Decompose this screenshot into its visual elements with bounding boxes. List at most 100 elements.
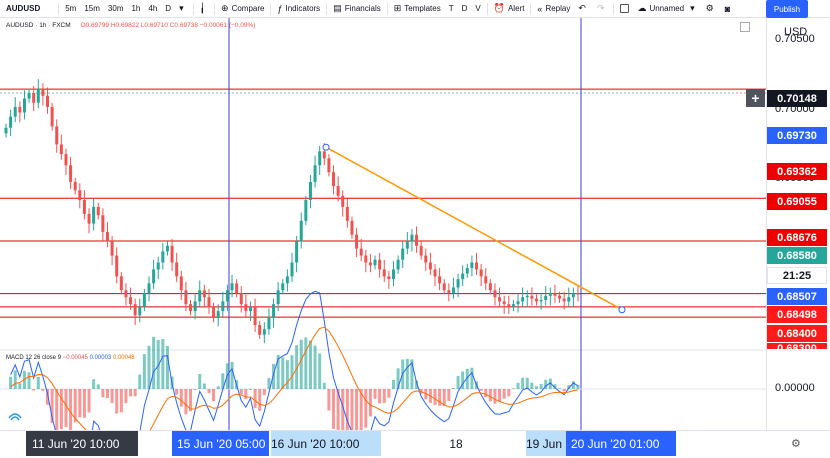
- macd-histogram-bar: [336, 389, 340, 436]
- candle-body: [507, 304, 511, 307]
- templates-icon: ⊞: [393, 3, 402, 13]
- macd-histogram-bar: [59, 389, 63, 430]
- candle-body: [424, 255, 428, 263]
- timeframe-d[interactable]: D: [165, 4, 172, 13]
- macd-legend: MACD 12 26 close 9 −0.00045 0.00003 0.00…: [6, 355, 135, 361]
- candle-body: [124, 290, 128, 298]
- financials-button[interactable]: ▤ Financials: [329, 0, 385, 18]
- chevron-down-icon: ▾: [690, 3, 695, 13]
- candle-body: [336, 186, 340, 196]
- template-d-button[interactable]: D: [461, 4, 468, 13]
- macd-histogram-bar: [18, 383, 22, 389]
- undo-button[interactable]: ↶: [574, 0, 593, 18]
- candle-body: [368, 262, 372, 266]
- compare-button[interactable]: ⊕ Compare: [217, 0, 268, 18]
- macd-histogram-bar: [470, 367, 474, 389]
- divider: [386, 2, 388, 15]
- price-axis[interactable]: [766, 18, 830, 430]
- time-axis-label: 15 Jun '20 05:00: [172, 431, 269, 456]
- alert-button[interactable]: ⏰ Alert: [490, 0, 529, 18]
- timeframe-dropdown[interactable]: ▾: [175, 0, 191, 18]
- indicators-button[interactable]: ƒ Indicators: [273, 0, 324, 18]
- timeframe-1h[interactable]: 1h: [131, 4, 141, 13]
- time-axis[interactable]: [0, 430, 830, 458]
- macd-histogram-bar: [184, 389, 188, 415]
- alert-label: Alert: [507, 4, 525, 13]
- macd-value-macd: 0.00003: [89, 355, 112, 361]
- candle-body: [442, 283, 446, 291]
- legend-ohlc: O0.69799 H0.69822 L0.69710 C0.69738 −0.0…: [80, 22, 256, 29]
- template-t-button[interactable]: T: [448, 4, 454, 13]
- macd-value-signal: 0.00048: [112, 355, 135, 361]
- gear-icon[interactable]: ⚙: [791, 438, 801, 450]
- redo-button[interactable]: ↷: [593, 0, 612, 18]
- candle-body: [55, 126, 59, 145]
- macd-histogram-bar: [50, 389, 54, 424]
- timeframe-15m[interactable]: 15m: [84, 4, 100, 13]
- macd-histogram-bar: [96, 384, 100, 389]
- divider: [530, 2, 532, 15]
- publish-button[interactable]: Publish: [766, 0, 808, 18]
- macd-histogram-bar: [359, 389, 363, 436]
- candle-style-button[interactable]: ╽: [196, 0, 212, 18]
- candle-body: [152, 269, 156, 284]
- macd-histogram-bar: [69, 389, 73, 431]
- macd-histogram-bar: [27, 372, 31, 389]
- snapshot-button[interactable]: ◙: [721, 0, 737, 18]
- replay-button[interactable]: «Replay: [533, 0, 574, 18]
- candle-body: [18, 106, 22, 113]
- macd-histogram-bar: [405, 358, 409, 389]
- candle-body: [461, 273, 465, 280]
- candle-body: [548, 293, 552, 296]
- macd-histogram-bar: [299, 339, 303, 389]
- candle-body: [207, 297, 211, 307]
- candle-body: [272, 304, 276, 319]
- candle-body: [396, 259, 400, 270]
- save-layout-button[interactable]: ☁ Unnamed ▾: [633, 0, 701, 18]
- candle-body: [558, 295, 562, 299]
- indicators-icon: ƒ: [277, 3, 283, 14]
- time-axis-label: 11 Jun '20 10:00: [26, 431, 138, 456]
- candle-body: [87, 213, 91, 224]
- macd-value-histogram: −0.00045: [62, 355, 88, 361]
- candle-body: [212, 306, 216, 319]
- candle-body: [133, 304, 137, 316]
- macd-histogram-bar: [138, 374, 142, 389]
- time-axis-label: 20 Jun '20 01:00: [566, 431, 676, 456]
- macd-histogram-bar: [548, 378, 552, 389]
- macd-histogram-bar: [133, 389, 137, 397]
- template-v-button[interactable]: V: [475, 4, 481, 13]
- symbol-search[interactable]: AUDUSD: [6, 4, 41, 13]
- layout-button[interactable]: [616, 0, 633, 18]
- undo-icon: ↶: [578, 3, 586, 13]
- macd-histogram-bar: [202, 383, 206, 389]
- time-axis-label: 19 Jun '20: [526, 431, 581, 456]
- candle-body: [13, 106, 17, 117]
- add-level-button[interactable]: +: [746, 89, 765, 107]
- macd-histogram-bar: [391, 380, 395, 389]
- settings-button[interactable]: ⚙: [702, 0, 721, 18]
- chevron-down-icon: ▾: [179, 3, 184, 13]
- candle-body: [41, 88, 45, 96]
- tradingview-logo-icon: [8, 413, 22, 421]
- timeframe-5m[interactable]: 5m: [65, 4, 77, 13]
- macd-histogram-bar: [484, 389, 488, 398]
- candle-body: [516, 301, 520, 305]
- candle-body: [318, 151, 322, 166]
- candle-body: [184, 290, 188, 305]
- timeframe-4h[interactable]: 4h: [148, 4, 158, 13]
- currency-label[interactable]: USD: [784, 26, 808, 38]
- candle-body: [410, 234, 414, 242]
- macd-histogram-bar: [382, 389, 386, 403]
- trend-line: [325, 146, 623, 311]
- macd-histogram-bar: [216, 386, 220, 389]
- macd-histogram-bar: [285, 360, 289, 389]
- templates-button[interactable]: ⊞ Templates: [390, 0, 445, 18]
- timeframe-30m[interactable]: 30m: [107, 4, 124, 13]
- macd-histogram-bar: [345, 389, 349, 445]
- candle-body: [475, 262, 479, 270]
- price-badge-partial: 0.68300: [767, 343, 827, 349]
- macd-histogram-bar: [456, 376, 460, 389]
- maximize-icon[interactable]: [740, 22, 750, 32]
